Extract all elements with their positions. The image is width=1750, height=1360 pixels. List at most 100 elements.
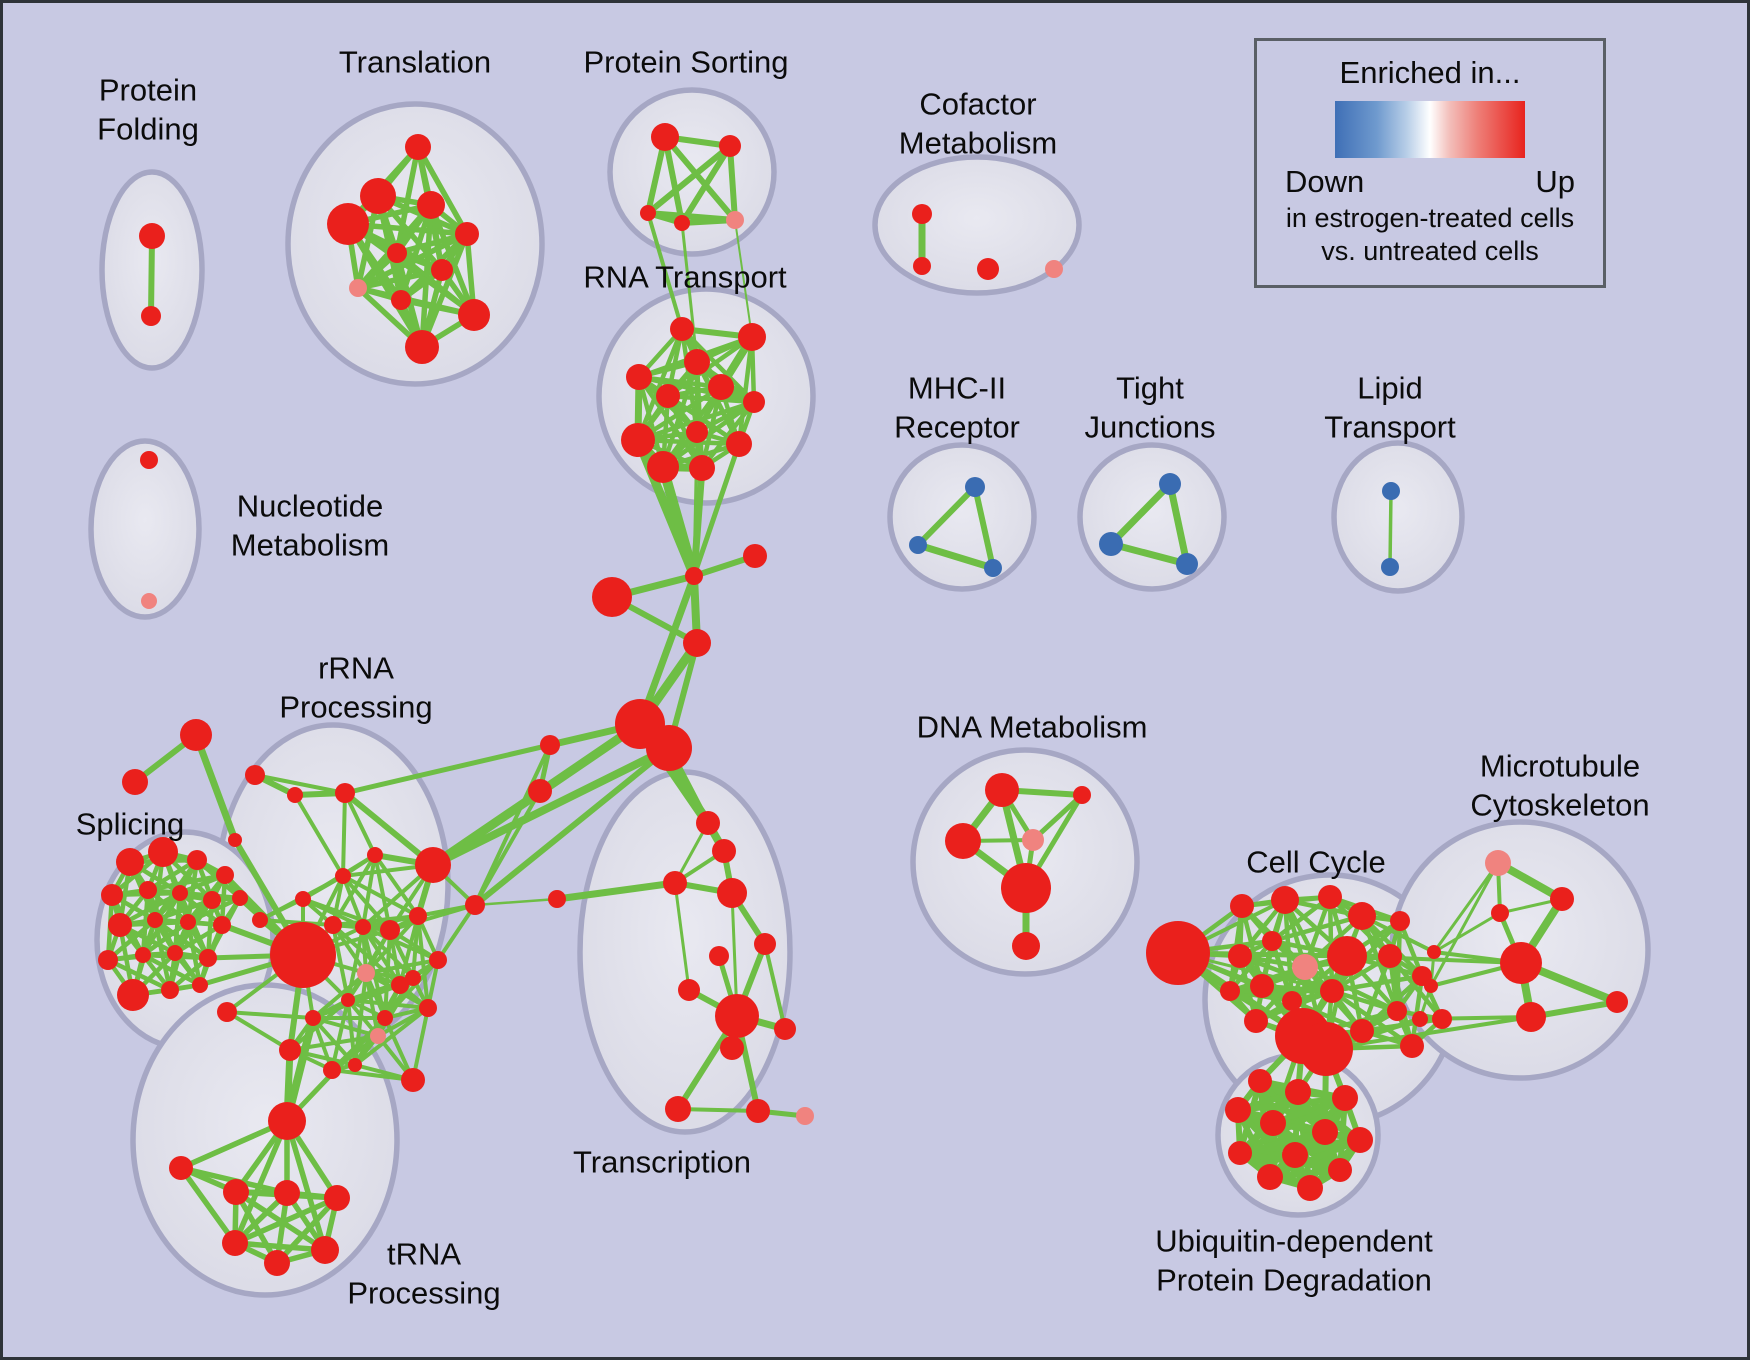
edge-cell-cycle <box>1269 913 1365 944</box>
cluster-label-rrna-processing: Processing <box>279 690 432 725</box>
node-transcription <box>746 1099 770 1123</box>
node-trna-processing <box>311 1236 339 1264</box>
edge-rrna-processing <box>331 923 368 975</box>
edge-rrna-processing <box>225 1010 292 1052</box>
edge-splicing <box>145 872 228 893</box>
node-nucleotide-metabolism <box>140 451 158 469</box>
node-ubiquitin-degradation <box>1225 1097 1251 1123</box>
edge-inter <box>473 897 559 907</box>
node-splicing <box>148 837 178 867</box>
edge-inter <box>658 462 699 581</box>
node-cell-cycle <box>1244 1009 1268 1033</box>
node-tight-junctions <box>1099 532 1123 556</box>
node-ubiquitin-degradation <box>1332 1085 1358 1111</box>
node-central <box>646 725 692 771</box>
edge-protein-sorting <box>727 143 738 223</box>
node-dna-metabolism <box>1001 863 1051 913</box>
node-splicing <box>232 890 248 906</box>
node-ubiquitin-degradation <box>1257 1164 1283 1190</box>
edge-rna-transport <box>699 399 757 471</box>
node-rrna-processing <box>323 1061 341 1079</box>
node-transcription <box>709 946 729 966</box>
edge-rrna-processing <box>293 793 345 878</box>
node-splicing <box>192 977 208 993</box>
node-cell-cycle <box>1387 1001 1407 1021</box>
node-ubiquitin-degradation <box>1228 1141 1252 1165</box>
edge-rrna-processing <box>330 1068 415 1082</box>
edge-inter <box>473 789 542 907</box>
cluster-label-lipid-transport: Transport <box>1324 410 1456 445</box>
edge-lipid-transport <box>1388 489 1393 569</box>
cluster-label-splicing: Splicing <box>76 807 185 842</box>
edge-inter <box>680 221 699 364</box>
node-protein-folding <box>141 306 161 326</box>
edge-protein-sorting <box>662 134 738 223</box>
node-mhc-ii-receptor <box>965 477 985 497</box>
node-sat <box>180 719 212 751</box>
cluster-label-protein-folding: Folding <box>97 112 199 147</box>
legend-caption-line1: in estrogen-treated cells <box>1285 203 1575 233</box>
node-ubiquitin-degradation <box>1248 1069 1272 1093</box>
node-ubiquitin-degradation <box>1297 1175 1323 1201</box>
node-microtubule-cytoskeleton <box>1500 942 1542 984</box>
edge-translation <box>375 193 425 350</box>
node-rna-transport <box>689 455 715 481</box>
edge-translation <box>415 144 470 237</box>
node-rrna-processing <box>348 1058 362 1072</box>
edge-inter <box>1324 1015 1533 1051</box>
edge-translation <box>346 222 476 317</box>
edge-dna-metabolism <box>1030 792 1085 843</box>
edge-protein-sorting <box>645 143 733 216</box>
cluster-label-tight-junctions: Junctions <box>1085 410 1216 445</box>
node-rrna-processing <box>401 1068 425 1092</box>
edge-mhc-ii-receptor <box>972 484 996 571</box>
cluster-label-mhc-ii-receptor: Receptor <box>894 410 1020 445</box>
node-transcription <box>796 1107 814 1125</box>
legend-box: Enriched in... Down Up in estrogen-treat… <box>1254 38 1606 288</box>
cluster-label-microtubule-cytoskeleton: Microtubule <box>1480 749 1640 784</box>
node-rna-transport <box>708 374 734 400</box>
node-splicing <box>101 884 123 906</box>
node-microtubule-cytoskeleton <box>1424 979 1438 993</box>
edge-transcription <box>763 942 787 1031</box>
node-protein-sorting <box>674 215 690 231</box>
node-splicing <box>199 949 217 967</box>
node-rrna-processing <box>355 919 371 935</box>
cluster-label-translation: Translation <box>339 45 491 80</box>
edge-sat <box>192 731 239 844</box>
cluster-label-trna-processing: tRNA <box>387 1237 461 1272</box>
node-transcription <box>720 1036 744 1060</box>
node-cofactor-metabolism <box>913 257 931 275</box>
node-rrna-processing <box>270 922 336 988</box>
edge-rrna-processing <box>253 773 347 795</box>
node-cofactor-metabolism <box>977 258 999 280</box>
node-cell-cycle <box>1262 931 1282 951</box>
edge-transcription <box>553 879 679 903</box>
node-translation <box>360 178 396 214</box>
node-dna-metabolism <box>945 823 981 859</box>
edge-rna-transport <box>635 326 685 443</box>
node-splicing <box>180 914 196 930</box>
node-rna-transport <box>684 349 710 375</box>
node-cell-cycle <box>1432 1009 1452 1029</box>
cluster-label-cofactor-metabolism: Metabolism <box>899 126 1058 161</box>
edge-inter <box>692 430 699 578</box>
node-translation <box>405 134 431 160</box>
cluster-label-protein-folding: Protein <box>99 73 197 108</box>
cluster-label-rrna-processing: rRNA <box>318 651 394 686</box>
node-microtubule-cytoskeleton <box>1427 945 1441 959</box>
node-rrna-processing <box>245 765 265 785</box>
node-splicing <box>139 881 157 899</box>
cluster-label-microtubule-cytoskeleton: Cytoskeleton <box>1470 788 1649 823</box>
node-transcription <box>774 1018 796 1040</box>
node-translation <box>327 203 369 245</box>
node-trna-processing <box>223 1179 249 1205</box>
node-rrna-processing <box>287 787 303 803</box>
node-rrna-processing <box>380 920 400 940</box>
node-translation <box>405 330 439 364</box>
cluster-ellipse-mhc-ii-receptor <box>887 442 1037 592</box>
edge-trna-processing <box>232 1195 340 1246</box>
node-protein-sorting <box>651 123 679 151</box>
node-translation <box>391 290 411 310</box>
edge-rna-transport <box>635 399 757 443</box>
